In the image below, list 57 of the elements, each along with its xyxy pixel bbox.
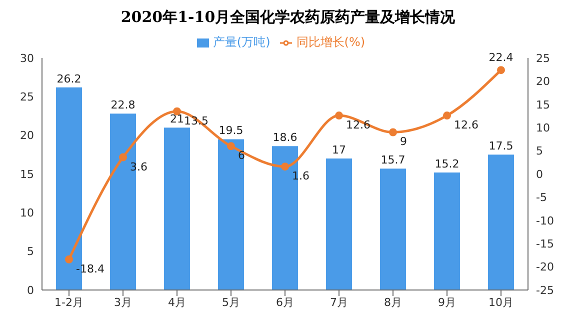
data-label: 19.5 bbox=[218, 124, 244, 138]
y2-tick-label: -15 bbox=[536, 238, 554, 251]
y-tick-label: 10 bbox=[20, 206, 34, 220]
data-label: 12.6 bbox=[454, 118, 478, 132]
y2-tick-label: 10 bbox=[536, 122, 550, 135]
point bbox=[497, 66, 505, 74]
y2-tick-label: -25 bbox=[536, 284, 554, 297]
x-tick-label: 1-2月 bbox=[54, 296, 84, 309]
data-label: 26.2 bbox=[56, 72, 82, 86]
data-label: 17 bbox=[332, 144, 346, 157]
point bbox=[65, 255, 73, 264]
y2-tick-label: -5 bbox=[536, 191, 547, 204]
y2-tick-label: 15 bbox=[536, 98, 550, 112]
y2-tick-label: -20 bbox=[536, 260, 554, 274]
data-label: 12.6 bbox=[346, 118, 370, 132]
legend-label: 同比增长(%) bbox=[296, 35, 366, 49]
point bbox=[227, 142, 235, 150]
bar bbox=[488, 154, 514, 290]
data-label: 15.2 bbox=[434, 157, 460, 170]
y-tick-label: 0 bbox=[27, 284, 34, 297]
x-tick-label: 3月 bbox=[114, 296, 132, 309]
bar bbox=[164, 128, 190, 290]
y-tick-label: 15 bbox=[20, 168, 34, 181]
legend-label: 产量(万吨) bbox=[212, 35, 270, 49]
y2-tick-label: -10 bbox=[536, 214, 554, 228]
x-tick-label: 7月 bbox=[330, 296, 348, 309]
y2-tick-label: 25 bbox=[536, 52, 550, 65]
data-label: 21 bbox=[170, 112, 184, 126]
y2-tick-label: 0 bbox=[536, 168, 543, 181]
point bbox=[443, 112, 451, 120]
y2-tick-label: 5 bbox=[536, 144, 543, 158]
data-label: 22.8 bbox=[110, 98, 136, 112]
x-tick-label: 4月 bbox=[168, 296, 186, 309]
bar bbox=[218, 139, 244, 290]
data-label: 15.7 bbox=[380, 154, 406, 167]
data-label: 18.6 bbox=[272, 131, 298, 144]
point bbox=[281, 162, 289, 171]
bar bbox=[434, 172, 460, 290]
point bbox=[389, 128, 397, 136]
x-tick-label: 10月 bbox=[488, 296, 514, 309]
x-tick-label: 6月 bbox=[276, 296, 294, 309]
data-label: 17.5 bbox=[488, 140, 514, 153]
y-tick-label: 30 bbox=[20, 52, 34, 65]
y-tick-label: 20 bbox=[20, 129, 34, 142]
chart-title: 2020年1-10月全国化学农药原药产量及增长情况 bbox=[120, 8, 456, 28]
y2-tick-label: 20 bbox=[536, 75, 550, 88]
bar bbox=[326, 158, 352, 290]
x-tick-label: 9月 bbox=[438, 296, 456, 309]
x-tick-label: 5月 bbox=[222, 296, 240, 309]
x-tick-label: 8月 bbox=[384, 296, 402, 309]
point bbox=[119, 153, 127, 162]
data-label: 22.4 bbox=[488, 51, 514, 64]
data-label: 9 bbox=[400, 135, 407, 148]
bar bbox=[380, 168, 406, 290]
y-tick-label: 5 bbox=[27, 245, 34, 258]
y-tick-label: 25 bbox=[20, 90, 34, 104]
point bbox=[335, 112, 343, 120]
